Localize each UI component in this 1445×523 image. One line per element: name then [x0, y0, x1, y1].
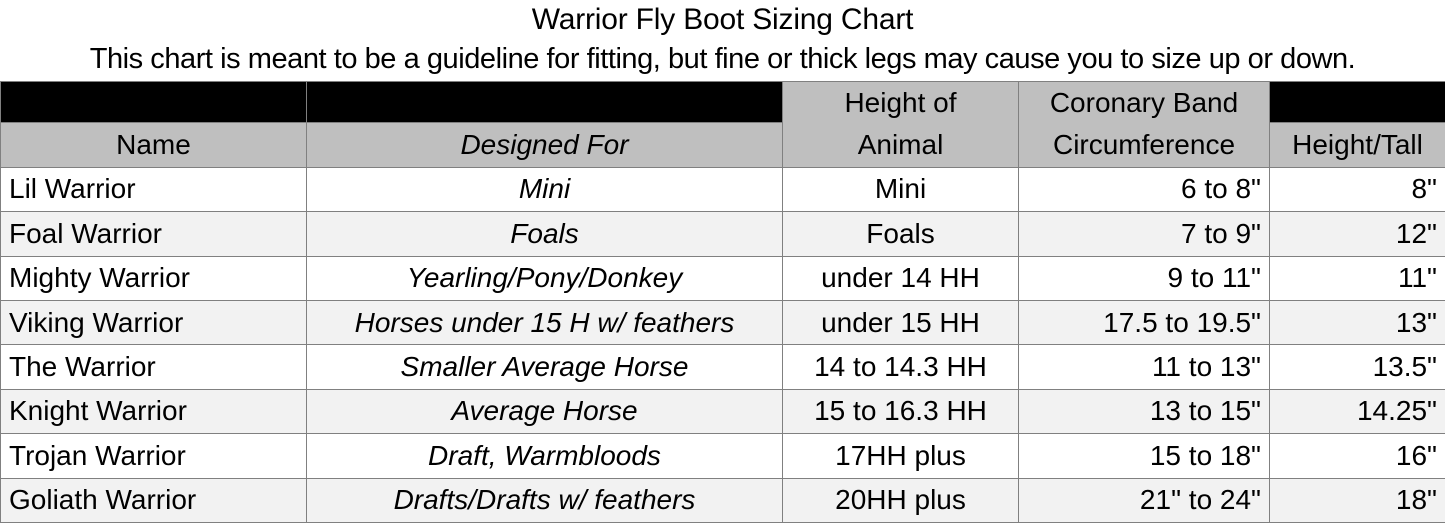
cell-designed-for: Draft, Warmbloods	[306, 433, 783, 479]
cell-height-of-animal: under 14 HH	[782, 255, 1019, 301]
header-height-of-animal-line1: Height of	[844, 87, 957, 119]
cell-name: Viking Warrior	[0, 299, 307, 346]
cell-designed-for: Drafts/Drafts w/ feathers	[306, 477, 783, 523]
header-blank-designed-for	[306, 80, 783, 124]
title-block: Warrior Fly Boot Sizing Chart This chart…	[0, 0, 1445, 81]
cell-coronary-band: 7 to 9"	[1018, 211, 1270, 257]
cell-height-tall: 13"	[1269, 299, 1445, 346]
cell-height-of-animal: 14 to 14.3 HH	[782, 344, 1019, 390]
table-row: Viking Warrior Horses under 15 H w/ feat…	[0, 299, 1445, 346]
cell-coronary-band: 6 to 8"	[1018, 166, 1270, 213]
cell-height-tall: 13.5"	[1269, 344, 1445, 390]
cell-height-tall: 18"	[1269, 477, 1445, 523]
header-coronary-band-line1: Coronary Band	[1049, 87, 1239, 119]
cell-height-of-animal: 15 to 16.3 HH	[782, 388, 1019, 435]
cell-coronary-band: 13 to 15"	[1018, 388, 1270, 435]
cell-name: Knight Warrior	[0, 388, 307, 435]
cell-name: Trojan Warrior	[0, 433, 307, 479]
page-title: Warrior Fly Boot Sizing Chart	[531, 3, 914, 36]
cell-coronary-band: 17.5 to 19.5"	[1018, 299, 1270, 346]
cell-name: Goliath Warrior	[0, 477, 307, 523]
cell-designed-for: Smaller Average Horse	[306, 344, 783, 390]
header-coronary-band-circumference: Coronary Band Circumference	[1018, 81, 1270, 168]
header-blank-height-tall	[1269, 80, 1445, 124]
cell-coronary-band: 9 to 11"	[1018, 255, 1270, 301]
cell-coronary-band: 21" to 24"	[1018, 477, 1270, 523]
page-subtitle: This chart is meant to be a guideline fo…	[89, 43, 1356, 75]
table-row: Foal Warrior Foals Foals 7 to 9" 12"	[0, 211, 1445, 257]
cell-name: Lil Warrior	[0, 166, 307, 213]
table-header-row-bottom: Name Designed For Height/Tall	[0, 122, 1445, 168]
table-header-row-top: Height of Animal Coronary Band Circumfer…	[0, 80, 1445, 168]
table-row: Trojan Warrior Draft, Warmbloods 17HH pl…	[0, 433, 1445, 479]
header-blank-name	[0, 80, 307, 124]
cell-designed-for: Average Horse	[306, 388, 783, 435]
table-row: Knight Warrior Average Horse 15 to 16.3 …	[0, 388, 1445, 435]
cell-height-tall: 16"	[1269, 433, 1445, 479]
table-row: Lil Warrior Mini Mini 6 to 8" 8"	[0, 166, 1445, 213]
cell-height-of-animal: Mini	[782, 166, 1019, 213]
header-designed-for: Designed For	[306, 122, 783, 168]
cell-name: Foal Warrior	[0, 211, 307, 257]
cell-height-of-animal: 17HH plus	[782, 433, 1019, 479]
cell-height-of-animal: under 15 HH	[782, 299, 1019, 346]
header-height-tall: Height/Tall	[1269, 122, 1445, 168]
cell-designed-for: Yearling/Pony/Donkey	[306, 255, 783, 301]
cell-designed-for: Horses under 15 H w/ feathers	[306, 299, 783, 346]
table-row: Goliath Warrior Drafts/Drafts w/ feather…	[0, 477, 1445, 523]
cell-height-tall: 11"	[1269, 255, 1445, 301]
cell-height-tall: 14.25"	[1269, 388, 1445, 435]
table-row: Mighty Warrior Yearling/Pony/Donkey unde…	[0, 255, 1445, 301]
cell-height-of-animal: 20HH plus	[782, 477, 1019, 523]
header-height-of-animal: Height of Animal	[782, 81, 1019, 168]
cell-coronary-band: 15 to 18"	[1018, 433, 1270, 479]
cell-height-tall: 8"	[1269, 166, 1445, 213]
header-height-of-animal-line2: Animal	[857, 129, 944, 161]
cell-height-tall: 12"	[1269, 211, 1445, 257]
cell-name: Mighty Warrior	[0, 255, 307, 301]
header-name: Name	[0, 122, 307, 168]
cell-designed-for: Mini	[306, 166, 783, 213]
header-coronary-band-line2: Circumference	[1052, 129, 1236, 161]
table-body: Height of Animal Coronary Band Circumfer…	[0, 80, 1445, 523]
cell-name: The Warrior	[0, 344, 307, 390]
cell-designed-for: Foals	[306, 211, 783, 257]
sizing-table: Height of Animal Coronary Band Circumfer…	[0, 80, 1445, 523]
cell-coronary-band: 11 to 13"	[1018, 344, 1270, 390]
cell-height-of-animal: Foals	[782, 211, 1019, 257]
table-row: The Warrior Smaller Average Horse 14 to …	[0, 344, 1445, 390]
